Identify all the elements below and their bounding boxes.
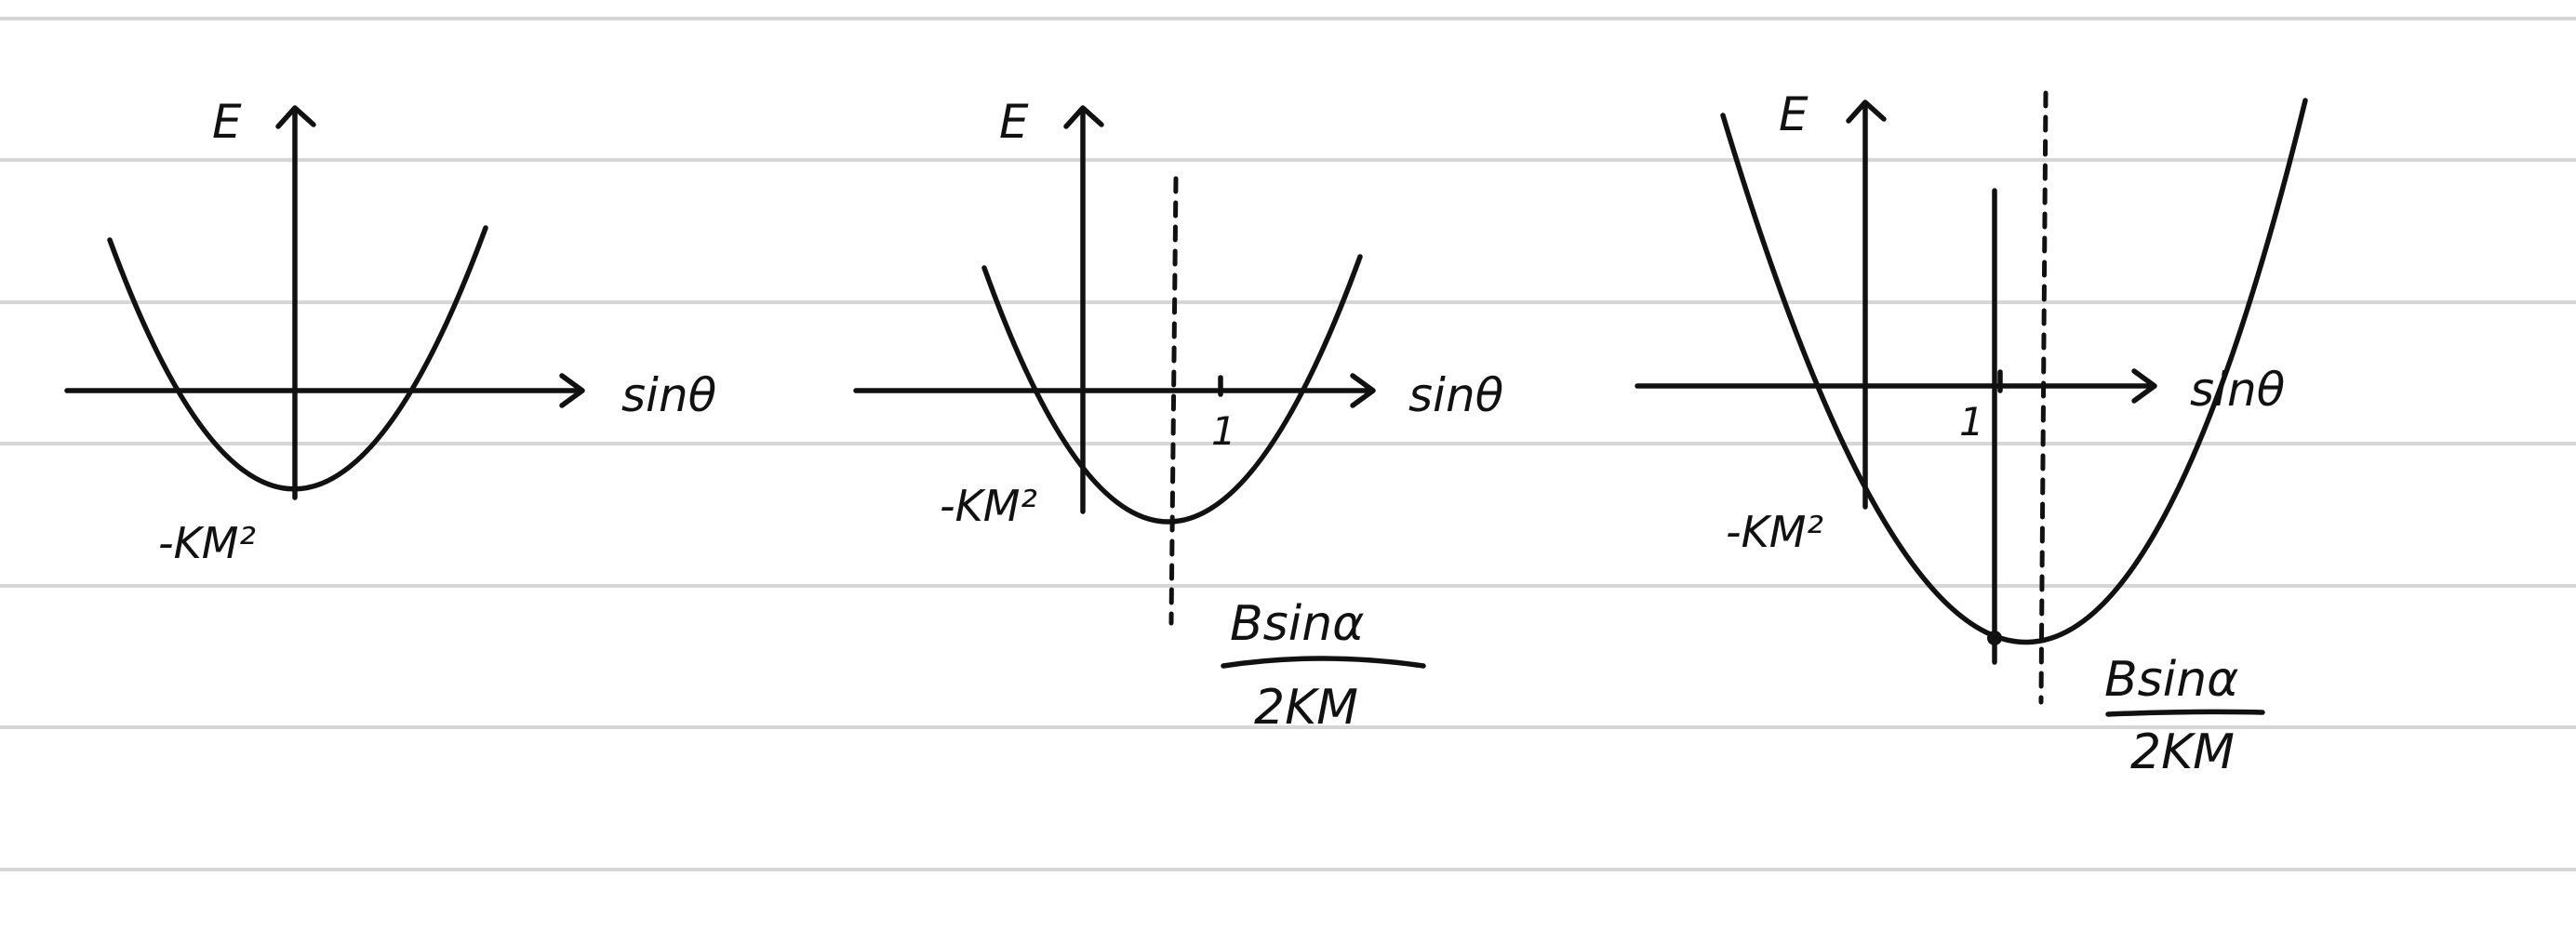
x-axis-label: sinθ [621,368,716,422]
fraction-bar [2105,709,2265,717]
y-axis-label: E [1779,87,1809,141]
y-axis-arrowhead [1846,100,1887,124]
x-axis-label: sinθ [2190,363,2285,417]
x-axis-arrowhead [559,373,585,408]
vertex-numerator: Bsinα [2104,652,2238,708]
x-axis-arrowhead [2131,368,2157,404]
y-axis-arrowhead [275,105,316,129]
energy-parabola [1720,98,2308,645]
tick-label-one: 1 [1959,399,1984,445]
vertex-dashed-line [1168,176,1179,626]
x-axis-label: sinθ [1408,368,1503,422]
vertex-dashed-line [2038,90,2049,705]
y-axis-label: E [212,95,242,149]
energy-parabola [107,225,488,492]
tick-label-one: 1 [1211,408,1236,454]
fraction-bar [1221,656,1426,669]
diagram-2-shifted-parabola: 1 E sinθ -KM² Bsinα 2KM [853,95,1503,736]
x-axis-arrowhead [1350,373,1376,408]
diagram-1-symmetric-parabola: E sinθ -KM² [64,95,716,568]
vertex-denominator: 2KM [1254,680,1358,736]
vertex-denominator: 2KM [2130,724,2235,780]
y-axis-arrowhead [1063,105,1104,129]
diagram-3-wide-parabola: 1 E sinθ -KM² Bsinα 2KM [1635,87,2308,780]
ruled-lines [0,17,2576,871]
intersection-point [1987,631,2002,645]
minimum-label: -KM² [1726,507,1823,557]
y-axis-label: E [999,95,1029,149]
minimum-label: -KM² [158,518,256,568]
energy-parabola [981,254,1363,525]
minimum-label: -KM² [940,481,1037,531]
vertex-numerator: Bsinα [1230,596,1364,652]
